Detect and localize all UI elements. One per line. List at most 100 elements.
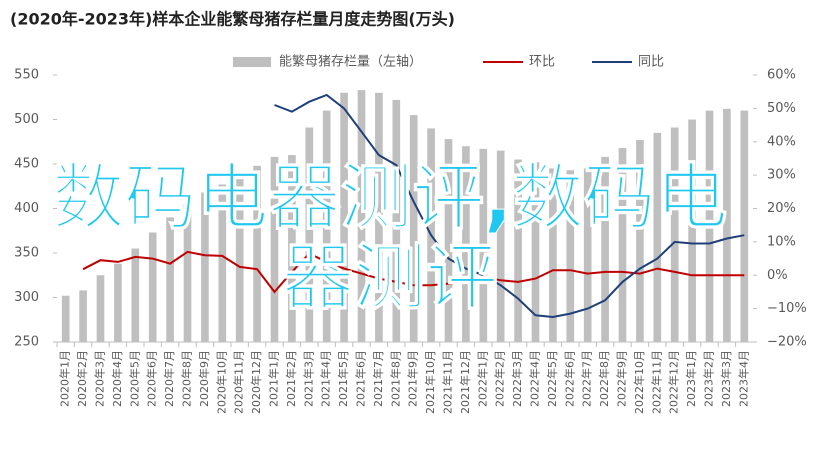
bar: [409, 115, 418, 342]
x-tick-label: 2020年5月: [127, 350, 141, 407]
bar: [723, 108, 731, 342]
bar: [114, 263, 122, 342]
bar: [61, 295, 70, 342]
chart-title: (2020年-2023年)样本企业能繁母猪存栏量月度走势图(万头): [10, 10, 455, 29]
bar: [340, 92, 348, 342]
x-tick-label: 2021年5月: [336, 350, 350, 407]
bar: [479, 148, 488, 342]
x-tick-label: 2022年2月: [493, 350, 507, 407]
y2-tick-label: −20%: [767, 335, 807, 350]
bar: [253, 165, 261, 342]
x-tick-label: 2020年8月: [180, 350, 194, 407]
bar: [531, 162, 540, 342]
legend-label: 能繁母猪存栏量（左轴）: [279, 54, 422, 70]
bar: [705, 110, 714, 342]
x-tick-label: 2022年5月: [545, 350, 559, 407]
y-tick-label: 550: [14, 68, 39, 83]
x-tick-label: 2020年11月: [232, 350, 246, 414]
legend-swatch: [233, 57, 271, 67]
y2-tick-label: 30%: [767, 168, 796, 183]
bar: [305, 127, 314, 342]
y-tick-label: 450: [14, 157, 39, 172]
bar: [636, 139, 644, 342]
x-tick-label: 2020年6月: [145, 350, 159, 407]
x-tick-label: 2021年2月: [284, 350, 298, 407]
y2-tick-label: 10%: [767, 234, 796, 249]
bar: [601, 156, 609, 342]
bar: [496, 150, 505, 342]
x-tick-label: 2020年7月: [162, 350, 176, 407]
bar: [148, 232, 157, 342]
x-tick-label: 2020年4月: [110, 350, 124, 407]
legend-label: 同比: [638, 55, 664, 70]
y2-tick-label: 50%: [767, 101, 796, 116]
x-tick-label: 2021年3月: [301, 350, 315, 407]
x-tick-label: 2022年10月: [632, 350, 646, 414]
x-tick-label: 2022年1月: [475, 350, 489, 407]
bar: [514, 159, 522, 342]
x-tick-label: 2020年1月: [58, 350, 72, 407]
x-tick-label: 2021年8月: [388, 350, 402, 407]
legend-label: 环比: [529, 55, 555, 70]
x-tick-label: 2022年7月: [580, 350, 594, 407]
overlay-text: 器测评: [282, 236, 498, 320]
y2-tick-label: −10%: [767, 301, 807, 316]
bar: [618, 147, 627, 342]
bar: [235, 174, 244, 342]
bar: [653, 132, 662, 342]
x-tick-label: 2023年3月: [719, 350, 733, 407]
bar: [201, 192, 209, 342]
x-tick-label: 2021年12月: [458, 350, 472, 414]
x-tick-label: 2020年2月: [75, 350, 89, 407]
x-tick-label: 2020年9月: [197, 350, 211, 407]
y2-tick-label: 0%: [767, 268, 788, 283]
y-tick-label: 400: [14, 201, 39, 216]
bar: [583, 168, 592, 342]
x-tick-label: 2022年3月: [510, 350, 524, 407]
bar: [288, 155, 296, 342]
bar: [166, 217, 174, 342]
x-tick-label: 2022年6月: [562, 350, 576, 407]
bar: [322, 110, 331, 342]
bar: [79, 290, 87, 342]
x-tick-label: 2021年6月: [354, 350, 368, 407]
overlay-text: 数码电器测评,数码电: [52, 156, 727, 240]
x-tick-label: 2023年2月: [702, 350, 716, 407]
x-tick-label: 2021年9月: [406, 350, 420, 407]
x-tick-label: 2022年12月: [667, 350, 681, 414]
line: [274, 93, 745, 319]
bar: [462, 146, 470, 342]
y2-tick-label: 20%: [767, 201, 796, 216]
bar: [357, 90, 366, 342]
x-tick-label: 2022年11月: [649, 350, 663, 414]
bar: [688, 119, 696, 342]
x-tick-label: 2023年4月: [736, 350, 750, 407]
bar: [549, 168, 557, 342]
y2-tick-label: 40%: [767, 134, 796, 149]
x-tick-label: 2022年4月: [528, 350, 542, 407]
y-tick-label: 500: [14, 112, 39, 127]
x-tick-label: 2020年3月: [93, 350, 107, 407]
x-tick-label: 2022年8月: [597, 350, 611, 407]
x-tick-label: 2021年7月: [371, 350, 385, 407]
y-tick-label: 350: [14, 246, 39, 261]
x-tick-label: 2021年11月: [441, 350, 455, 414]
y-tick-label: 300: [14, 290, 39, 305]
x-tick-label: 2021年4月: [319, 350, 333, 407]
bar: [670, 127, 679, 342]
bar: [375, 92, 383, 342]
bar: [96, 275, 105, 342]
x-tick-label: 2020年12月: [249, 350, 263, 414]
bar: [131, 248, 140, 342]
bar: [183, 204, 192, 342]
bar: [218, 184, 227, 342]
y-tick-label: 250: [14, 335, 39, 350]
bar: [270, 156, 279, 342]
x-tick-label: 2022年9月: [615, 350, 629, 407]
bar: [566, 170, 575, 342]
y2-tick-label: 60%: [767, 68, 796, 83]
bar: [740, 110, 749, 342]
x-tick-label: 2021年1月: [267, 350, 281, 407]
